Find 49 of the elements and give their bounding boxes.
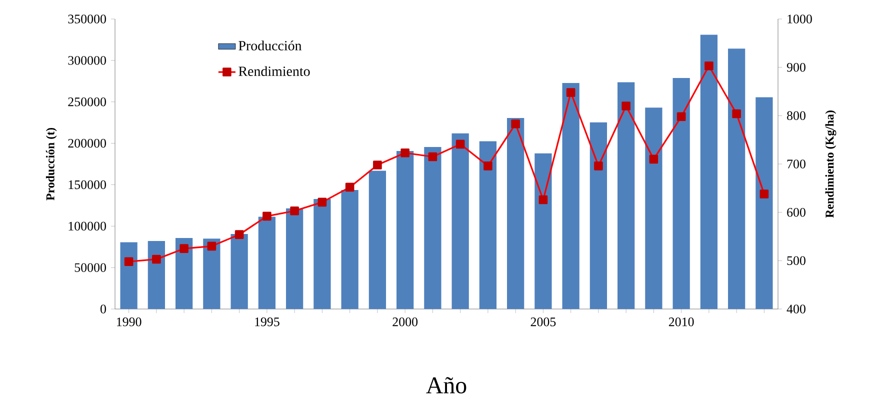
bar <box>756 97 773 309</box>
bar <box>148 241 165 309</box>
y-tick-label: 0 <box>100 304 106 314</box>
bar <box>700 34 718 309</box>
bar <box>203 238 220 309</box>
y-tick-label: 200000 <box>68 138 106 148</box>
bar <box>672 78 690 309</box>
y-tick-label: 250000 <box>68 97 106 106</box>
bar <box>314 198 331 309</box>
bar <box>507 118 524 309</box>
y-axis-title: Producción (t) <box>46 128 57 200</box>
y2-tick-label: 700 <box>787 160 806 168</box>
bar <box>562 82 580 309</box>
x-tick-label: 1990 <box>117 318 142 326</box>
y-tick-label: 100000 <box>68 222 106 231</box>
y-tick-label: 350000 <box>68 14 106 24</box>
bar <box>396 150 414 309</box>
bar <box>368 170 386 309</box>
bar <box>120 242 138 309</box>
bar <box>341 190 358 309</box>
x-tick-label: 2005 <box>530 318 556 326</box>
y2-tick-label: 900 <box>786 62 806 72</box>
bar <box>452 133 469 309</box>
y-tick-label: 300000 <box>68 56 106 65</box>
bar <box>618 82 635 309</box>
bar <box>590 122 608 309</box>
x-tick-label: 2010 <box>668 318 694 326</box>
legend-label: Rendimiento <box>238 66 310 76</box>
bar <box>286 208 304 309</box>
y2-tick-label: 500 <box>787 256 806 266</box>
x-axis-title: Año <box>426 377 466 394</box>
x-tick-label: 2000 <box>392 318 418 326</box>
y2-axis-title: Rendimiento (Kg/ha) <box>825 110 836 218</box>
bar <box>424 147 442 309</box>
bar <box>645 108 662 309</box>
y2-tick-label: 1000 <box>788 14 812 24</box>
y2-tick-label: 800 <box>787 111 806 120</box>
bar <box>479 141 497 309</box>
bar <box>728 48 746 309</box>
legend-label: Producción <box>238 40 302 50</box>
y-tick-label: 50000 <box>74 263 106 272</box>
bar <box>176 238 193 309</box>
y2-tick-label: 400 <box>786 304 806 314</box>
y2-tick-label: 600 <box>787 208 806 217</box>
x-tick-label: 1995 <box>255 318 280 326</box>
bar <box>230 234 248 309</box>
bar <box>258 216 276 309</box>
y-tick-label: 150000 <box>68 180 106 190</box>
bar <box>534 153 552 309</box>
